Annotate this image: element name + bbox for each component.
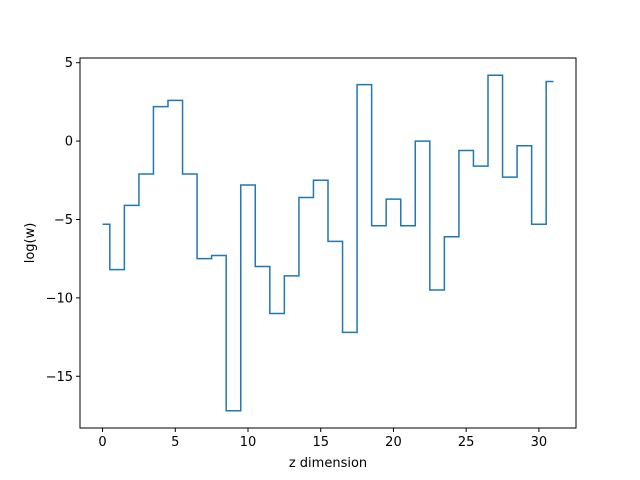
series-layer <box>102 74 554 412</box>
x-tick-label: 20 <box>385 435 402 450</box>
x-axis-ticks: 0 5 10 15 20 25 30 <box>98 428 547 450</box>
series-line <box>102 74 554 412</box>
plot-area <box>80 58 576 428</box>
y-axis-ticks: 5 0 −5 −10 −15 <box>46 56 80 385</box>
y-tick-label: −15 <box>46 370 73 385</box>
x-tick-label: 5 <box>171 435 179 450</box>
y-tick-label: −5 <box>54 213 73 228</box>
x-tick-label: 30 <box>531 435 548 450</box>
x-tick-label: 15 <box>312 435 329 450</box>
plot-frame <box>79 57 577 429</box>
x-axis-label: z dimension <box>289 456 367 471</box>
y-tick-label: −10 <box>46 291 73 306</box>
y-tick-label: 5 <box>65 56 73 71</box>
x-tick-label: 10 <box>240 435 257 450</box>
y-axis-label: log(w) <box>23 223 38 264</box>
x-tick-label: 25 <box>458 435 475 450</box>
x-tick-label: 0 <box>98 435 106 450</box>
y-tick-label: 0 <box>65 135 73 150</box>
